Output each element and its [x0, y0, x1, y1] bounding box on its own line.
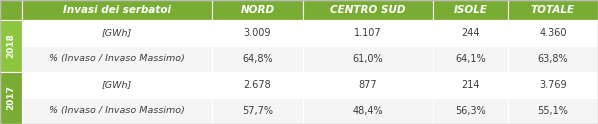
Text: 4.360: 4.360: [539, 28, 567, 38]
Text: 2.678: 2.678: [243, 80, 271, 90]
Text: 63,8%: 63,8%: [538, 54, 568, 64]
Text: 877: 877: [359, 80, 377, 90]
Text: 244: 244: [461, 28, 480, 38]
Text: 48,4%: 48,4%: [353, 106, 383, 116]
Bar: [433, 46, 508, 72]
Text: 3.009: 3.009: [244, 28, 271, 38]
Text: 56,3%: 56,3%: [455, 106, 486, 116]
Text: 57,7%: 57,7%: [242, 106, 273, 116]
Bar: [212, 0, 303, 20]
Bar: [433, 0, 508, 20]
Bar: [212, 72, 303, 98]
Bar: [22, 98, 212, 124]
Text: [GWh]: [GWh]: [102, 29, 132, 37]
Bar: [22, 72, 212, 98]
Bar: [212, 98, 303, 124]
Text: % (Invaso / Invaso Massimo): % (Invaso / Invaso Massimo): [49, 55, 185, 63]
Text: CENTRO SUD: CENTRO SUD: [330, 5, 406, 15]
Text: 55,1%: 55,1%: [538, 106, 569, 116]
Bar: [508, 46, 598, 72]
Bar: [22, 20, 212, 46]
Bar: [212, 46, 303, 72]
Bar: [0, 0, 22, 20]
Bar: [303, 72, 433, 98]
Text: ISOLE: ISOLE: [453, 5, 487, 15]
Bar: [22, 0, 212, 20]
Bar: [508, 98, 598, 124]
Text: 2017: 2017: [7, 86, 16, 110]
Bar: [508, 0, 598, 20]
Text: % (Invaso / Invaso Massimo): % (Invaso / Invaso Massimo): [49, 107, 185, 115]
Bar: [22, 46, 212, 72]
Text: NORD: NORD: [240, 5, 274, 15]
Bar: [303, 98, 433, 124]
Text: 2018: 2018: [7, 34, 16, 58]
Bar: [303, 46, 433, 72]
Bar: [433, 20, 508, 46]
Text: Invasi dei serbatoi: Invasi dei serbatoi: [63, 5, 171, 15]
Text: 64,1%: 64,1%: [455, 54, 486, 64]
Text: 1.107: 1.107: [354, 28, 382, 38]
Text: [GWh]: [GWh]: [102, 80, 132, 90]
Bar: [433, 72, 508, 98]
Text: 3.769: 3.769: [539, 80, 567, 90]
Text: 64,8%: 64,8%: [242, 54, 273, 64]
Bar: [508, 20, 598, 46]
Bar: [508, 72, 598, 98]
Text: TOTALE: TOTALE: [531, 5, 575, 15]
Bar: [0, 72, 22, 124]
Bar: [212, 20, 303, 46]
Text: 214: 214: [461, 80, 480, 90]
Bar: [303, 0, 433, 20]
Bar: [303, 20, 433, 46]
Bar: [433, 98, 508, 124]
Text: 61,0%: 61,0%: [353, 54, 383, 64]
Bar: [0, 20, 22, 72]
